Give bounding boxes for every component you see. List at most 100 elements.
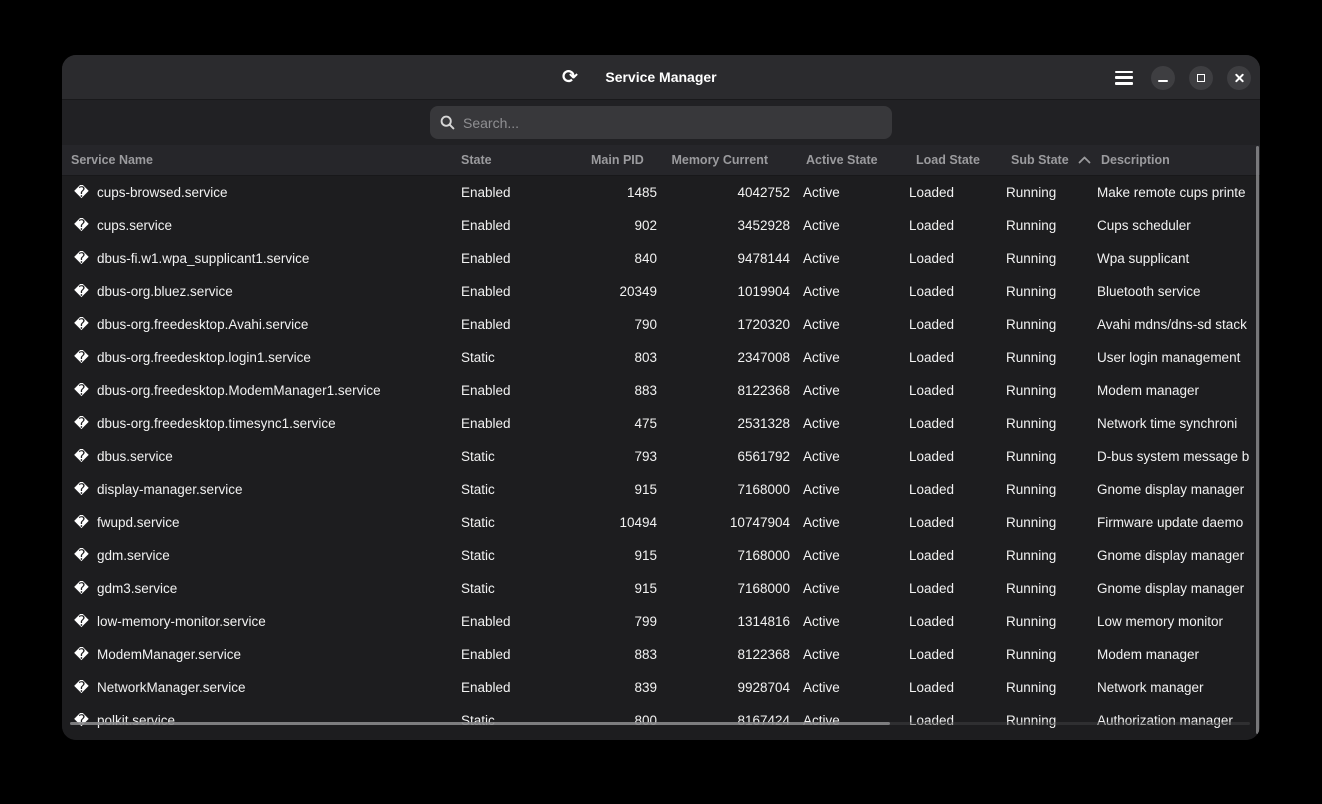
service-active-state: Active — [803, 383, 840, 398]
service-active-state: Active — [803, 350, 840, 365]
search-box[interactable] — [430, 106, 892, 139]
service-sub-state: Running — [1006, 185, 1057, 200]
column-header-main-pid[interactable]: Main PID — [591, 153, 644, 167]
service-main-pid: 793 — [634, 449, 657, 464]
service-active-state: Active — [803, 185, 840, 200]
titlebar[interactable]: ⟳ Service Manager — [62, 55, 1260, 100]
service-sub-state: Running — [1006, 284, 1057, 299]
search-input[interactable] — [463, 114, 882, 131]
service-description: Gnome display manager — [1097, 482, 1245, 497]
service-load-state: Loaded — [909, 449, 955, 464]
service-name: cups.service — [97, 218, 173, 233]
service-description: Modem manager — [1097, 647, 1200, 662]
search-row — [62, 100, 1260, 145]
column-header-service-name[interactable]: Service Name — [71, 153, 154, 167]
service-row[interactable]: � display-manager.service Static 915 716… — [62, 473, 1260, 506]
service-sub-state: Running — [1006, 515, 1057, 530]
maximize-button[interactable] — [1189, 65, 1213, 90]
table-header: Service Name State Main PID Memory Curre… — [62, 145, 1260, 176]
service-memory-current: 10747904 — [729, 515, 790, 530]
service-main-pid: 902 — [634, 218, 657, 233]
service-load-state: Loaded — [909, 713, 955, 728]
service-sub-state: Running — [1006, 218, 1057, 233]
service-row[interactable]: � dbus-org.freedesktop.login1.service St… — [62, 341, 1260, 374]
menu-button[interactable] — [1115, 70, 1133, 85]
service-load-state: Loaded — [909, 284, 955, 299]
service-row[interactable]: � polkit.service Static 800 8167424 Acti… — [62, 704, 1260, 737]
service-name: fwupd.service — [97, 515, 180, 530]
service-load-state: Loaded — [909, 317, 955, 332]
column-header-active-state[interactable]: Active State — [806, 153, 878, 167]
service-main-pid: 790 — [634, 317, 657, 332]
service-row[interactable]: � fwupd.service Static 10494 10747904 Ac… — [62, 506, 1260, 539]
service-sub-state: Running — [1006, 680, 1057, 695]
service-row[interactable]: � ModemManager.service Enabled 883 81223… — [62, 638, 1260, 671]
service-name: dbus-org.bluez.service — [97, 284, 233, 299]
minimize-button[interactable] — [1151, 65, 1175, 90]
service-name: low-memory-monitor.service — [97, 614, 266, 629]
service-row[interactable]: � dbus-org.freedesktop.Avahi.service Ena… — [62, 308, 1260, 341]
window-controls — [1115, 55, 1251, 100]
service-row[interactable]: � gdm3.service Static 915 7168000 Active… — [62, 572, 1260, 605]
service-state: Static — [461, 713, 495, 728]
service-name: dbus-org.freedesktop.login1.service — [97, 350, 311, 365]
service-state: Static — [461, 581, 495, 596]
refresh-button[interactable]: ⟳ — [558, 65, 582, 89]
service-row[interactable]: � gdm.service Static 915 7168000 Active … — [62, 539, 1260, 572]
service-description: Network manager — [1097, 680, 1204, 695]
vertical-scrollbar[interactable] — [1256, 146, 1259, 734]
service-main-pid: 1485 — [626, 185, 657, 200]
service-sub-state: Running — [1006, 251, 1057, 266]
hamburger-icon — [1115, 70, 1133, 73]
service-memory-current: 8122368 — [737, 647, 790, 662]
service-description: Modem manager — [1097, 383, 1200, 398]
service-row[interactable]: � NetworkManager.service Enabled 839 992… — [62, 671, 1260, 704]
service-name: dbus.service — [97, 449, 173, 464]
service-name: dbus-fi.w1.wpa_supplicant1.service — [97, 251, 310, 266]
service-load-state: Loaded — [909, 515, 955, 530]
replacement-char-icon: � — [74, 481, 89, 498]
service-name: cups-browsed.service — [97, 185, 228, 200]
horizontal-scrollbar[interactable] — [70, 722, 1250, 725]
service-active-state: Active — [803, 515, 840, 530]
service-description: Cups scheduler — [1097, 218, 1191, 233]
column-header-load-state[interactable]: Load State — [916, 153, 980, 167]
column-header-memory-current[interactable]: Memory Current — [671, 153, 768, 167]
service-row[interactable]: � cups.service Enabled 902 3452928 Activ… — [62, 209, 1260, 242]
horizontal-scrollbar-thumb[interactable] — [70, 722, 890, 725]
service-active-state: Active — [803, 614, 840, 629]
service-state: Enabled — [461, 218, 511, 233]
service-memory-current: 1314816 — [737, 614, 790, 629]
service-active-state: Active — [803, 713, 840, 728]
close-button[interactable] — [1227, 65, 1251, 90]
service-state: Enabled — [461, 284, 511, 299]
column-header-sub-state[interactable]: Sub State — [1002, 153, 1092, 167]
service-description: Avahi mdns/dns-sd stack — [1097, 317, 1247, 332]
service-memory-current: 2347008 — [737, 350, 790, 365]
service-state: Static — [461, 548, 495, 563]
service-row[interactable]: � dbus-org.freedesktop.timesync1.service… — [62, 407, 1260, 440]
service-main-pid: 915 — [634, 548, 657, 563]
service-row[interactable]: � dbus-fi.w1.wpa_supplicant1.service Ena… — [62, 242, 1260, 275]
column-header-state[interactable]: State — [461, 153, 492, 167]
service-state: Static — [461, 350, 495, 365]
search-icon — [440, 115, 455, 130]
service-description: Make remote cups printe — [1097, 185, 1246, 200]
service-row[interactable]: � dbus-org.freedesktop.ModemManager1.ser… — [62, 374, 1260, 407]
service-row[interactable]: � dbus.service Static 793 6561792 Active… — [62, 440, 1260, 473]
service-load-state: Loaded — [909, 416, 955, 431]
service-main-pid: 803 — [634, 350, 657, 365]
service-active-state: Active — [803, 482, 840, 497]
service-state: Static — [461, 449, 495, 464]
service-main-pid: 10494 — [619, 515, 657, 530]
service-main-pid: 840 — [634, 251, 657, 266]
service-sub-state: Running — [1006, 647, 1057, 662]
replacement-char-icon: � — [74, 349, 89, 366]
service-row[interactable]: � dbus-org.bluez.service Enabled 20349 1… — [62, 275, 1260, 308]
service-load-state: Loaded — [909, 581, 955, 596]
service-active-state: Active — [803, 416, 840, 431]
service-row[interactable]: � cups-browsed.service Enabled 1485 4042… — [62, 176, 1260, 209]
column-header-description[interactable]: Description — [1101, 153, 1170, 167]
service-row[interactable]: � low-memory-monitor.service Enabled 799… — [62, 605, 1260, 638]
